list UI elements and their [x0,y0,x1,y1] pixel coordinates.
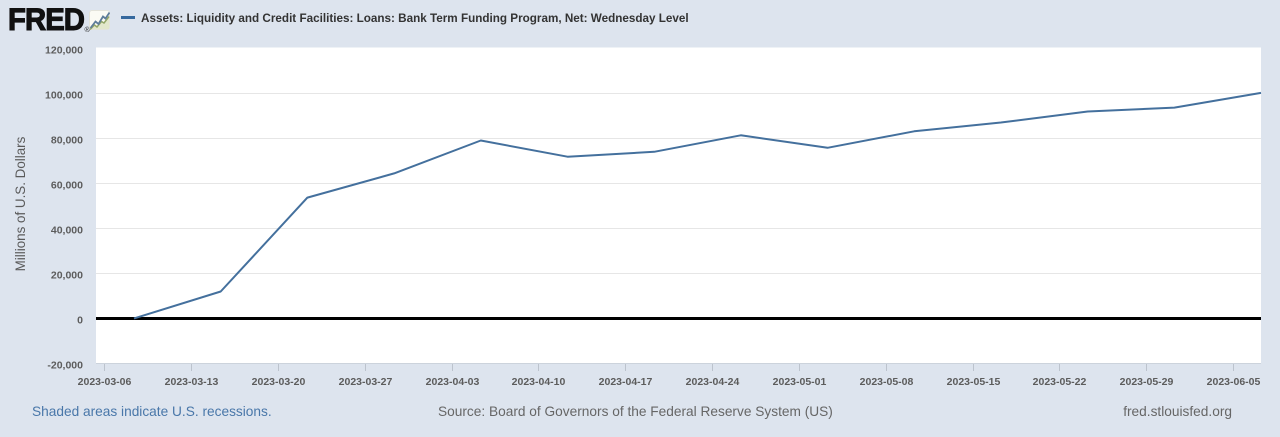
svg-text:2023-04-03: 2023-04-03 [426,376,480,388]
svg-text:2023-05-22: 2023-05-22 [1033,376,1087,388]
svg-text:2023-04-10: 2023-04-10 [512,376,566,388]
svg-text:2023-04-17: 2023-04-17 [599,376,653,388]
svg-text:Millions of U.S. Dollars: Millions of U.S. Dollars [13,136,28,271]
svg-text:-20,000: -20,000 [47,360,83,372]
svg-text:2023-06-05: 2023-06-05 [1207,376,1261,388]
svg-text:80,000: 80,000 [51,135,83,147]
svg-text:120,000: 120,000 [45,45,83,57]
svg-text:60,000: 60,000 [51,180,83,192]
svg-text:2023-04-24: 2023-04-24 [686,376,740,388]
svg-text:2023-05-08: 2023-05-08 [860,376,914,388]
svg-text:100,000: 100,000 [45,90,83,102]
svg-text:0: 0 [77,315,83,327]
svg-text:2023-05-01: 2023-05-01 [773,376,827,388]
svg-text:2023-05-15: 2023-05-15 [947,376,1001,388]
svg-text:2023-03-27: 2023-03-27 [339,376,393,388]
svg-text:20,000: 20,000 [51,270,83,282]
svg-text:40,000: 40,000 [51,225,83,237]
svg-text:2023-03-20: 2023-03-20 [252,376,306,388]
svg-text:2023-03-13: 2023-03-13 [165,376,219,388]
svg-text:2023-03-06: 2023-03-06 [78,376,132,388]
svg-text:2023-05-29: 2023-05-29 [1120,376,1174,388]
